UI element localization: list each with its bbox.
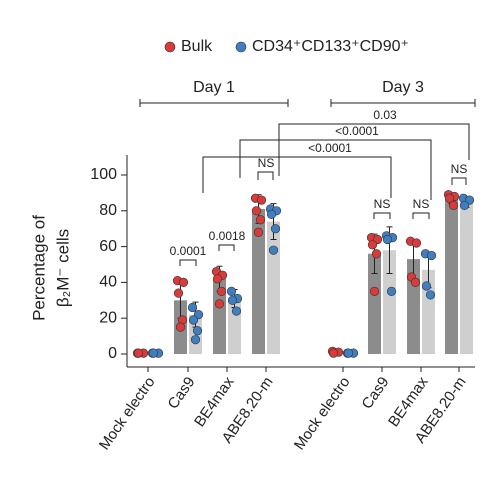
significance-label: NS [258, 156, 275, 170]
data-point [270, 224, 281, 234]
legend-label: Bulk [181, 38, 213, 55]
data-point [133, 348, 144, 358]
data-point [367, 240, 378, 250]
data-point [192, 326, 203, 336]
data-point [459, 200, 470, 211]
legend-marker [235, 41, 247, 53]
bar [368, 253, 381, 354]
significance-bracket [239, 139, 432, 200]
data-point [175, 322, 186, 332]
data-point [216, 286, 227, 296]
data-point [188, 315, 199, 325]
y-tick-label: 20 [99, 309, 117, 326]
x-tick-label: Cas9 [165, 374, 199, 412]
significance-bracket [202, 156, 392, 198]
significance-label: NS [374, 197, 391, 211]
data-point [411, 238, 422, 248]
data-point [268, 245, 279, 255]
significance-label: NS [413, 197, 430, 211]
y-axis-label: Percentage of [29, 215, 48, 321]
data-point [227, 295, 238, 305]
group-line [139, 99, 289, 107]
data-point [266, 209, 277, 219]
significance-label: 0.0001 [170, 244, 207, 258]
data-point [421, 281, 432, 291]
significance-bracket [451, 177, 467, 185]
bar [267, 221, 280, 354]
data-point [448, 200, 459, 211]
significance-bracket [278, 123, 470, 176]
data-point [328, 348, 339, 358]
y-tick-label: 100 [90, 166, 117, 183]
data-point [187, 302, 198, 313]
data-point [343, 348, 354, 358]
y-tick-label: 0 [108, 345, 117, 362]
legend-marker [164, 41, 176, 53]
significance-bracket [412, 212, 430, 219]
bar [383, 250, 396, 354]
data-point [425, 290, 436, 300]
significance-label: 0.03 [373, 108, 397, 122]
bar [213, 278, 226, 354]
group-label: Day 3 [382, 79, 424, 96]
data-point [178, 277, 189, 288]
data-point [255, 215, 266, 225]
y-axis-label: β₂M⁻ cells [53, 229, 72, 307]
data-point [426, 250, 437, 261]
significance-label: NS [451, 162, 468, 176]
data-point [173, 288, 184, 298]
data-point [369, 286, 380, 296]
bar [460, 201, 473, 354]
significance-label: <0.0001 [335, 124, 379, 138]
x-tick-label: Cas9 [359, 374, 393, 412]
y-tick-label: 40 [99, 274, 117, 291]
data-point [410, 277, 421, 288]
data-point [256, 195, 267, 205]
significance-label: <0.0001 [308, 141, 352, 155]
data-point [371, 249, 382, 259]
significance-bracket [179, 259, 197, 266]
significance-bracket [373, 212, 391, 219]
data-point [382, 234, 393, 245]
data-point [231, 306, 242, 316]
x-tick-label: Mock electro [96, 374, 159, 453]
data-point [148, 348, 159, 358]
data-point [386, 286, 397, 296]
data-point [212, 274, 223, 284]
data-point [190, 335, 201, 345]
legend-label: CD34⁺CD133⁺CD90⁺ [252, 38, 409, 55]
data-point [214, 299, 225, 309]
data-point [251, 206, 262, 216]
x-tick-label: Mock electro [291, 374, 354, 453]
significance-bracket [218, 244, 235, 251]
data-point [253, 227, 264, 237]
data-point [444, 193, 455, 203]
y-tick-label: 60 [99, 238, 117, 255]
significance-label: 0.0018 [209, 229, 246, 243]
data-point [226, 286, 237, 296]
bar [252, 209, 265, 354]
y-tick-label: 80 [99, 202, 117, 219]
group-label: Day 1 [193, 79, 235, 96]
group-line [330, 99, 476, 107]
significance-bracket [257, 171, 274, 180]
bar [445, 198, 458, 354]
